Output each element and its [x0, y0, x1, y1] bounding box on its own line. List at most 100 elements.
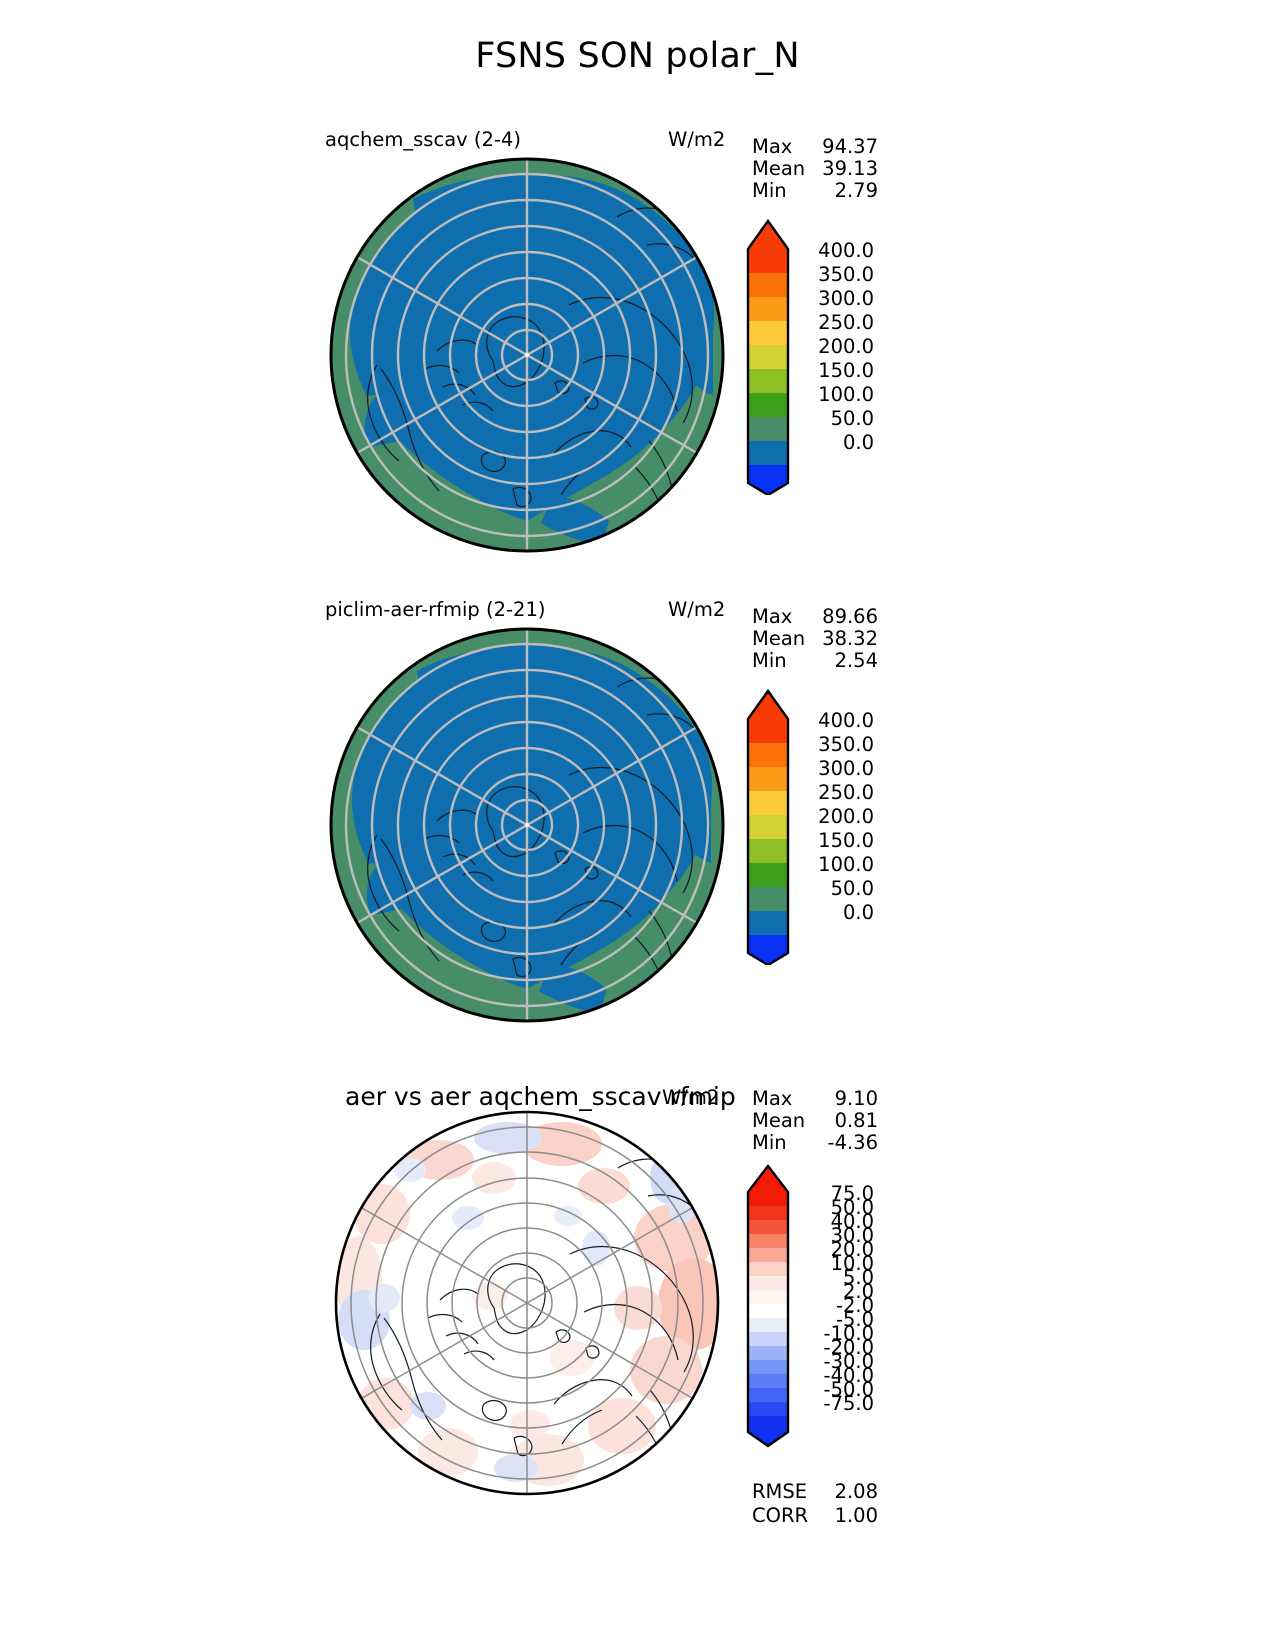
panel-2-units: W/m2	[668, 598, 726, 621]
cbar2-band-top-arrow	[748, 691, 788, 719]
cbar3-band-2	[748, 1388, 788, 1402]
stat-label-min: Min	[752, 179, 787, 202]
cbar3-band-14	[748, 1220, 788, 1234]
stat-row-mean: Mean 38.32	[752, 628, 878, 650]
stat-label-max: Max	[752, 605, 793, 628]
colorbar-1-bands	[748, 221, 788, 495]
cbar1-band-10	[748, 249, 788, 273]
cbar2-band-1	[748, 935, 788, 953]
cbar2-band-9	[748, 743, 788, 767]
cbar1-tick-0: 0.0	[842, 431, 874, 454]
map3-frame	[334, 1110, 720, 1496]
stat-row-min: Min 2.54	[752, 650, 878, 672]
cbar3-band-4	[748, 1360, 788, 1374]
cbar2-tick-250: 250.0	[818, 781, 874, 804]
cbar3-band-5	[748, 1346, 788, 1360]
cbar3-band-15	[748, 1206, 788, 1220]
cbar3-band-3	[748, 1374, 788, 1388]
panel-difference: aer vs aer aqchem_sscav rfmip W/m2 Max 9…	[0, 940, 1275, 1560]
map2-coastlines	[367, 677, 696, 984]
cbar3-tick-neg50: -50.0	[823, 1378, 874, 1401]
cbar3-tick-neg10: -10.0	[823, 1322, 874, 1345]
cbar2-band-8	[748, 767, 788, 791]
map1-frame	[329, 157, 725, 553]
stat-row-max: Max 89.66	[752, 606, 878, 628]
map3-field	[336, 1112, 718, 1494]
cbar1-band-4	[748, 393, 788, 417]
panel-3-units: W/m2	[662, 1086, 720, 1109]
cbar2-band-5	[748, 839, 788, 863]
cbar2-band-2	[748, 911, 788, 935]
cbar1-band-bottom-arrow	[748, 483, 788, 495]
stat-row-max: Max 94.37	[752, 136, 878, 158]
stat-value-max: 9.10	[834, 1087, 878, 1110]
stat-value-mean: 38.32	[822, 627, 878, 650]
cbar3-band-8	[748, 1304, 788, 1318]
cbar3-tick-2: 2.0	[842, 1280, 874, 1303]
cbar3-tick-75: 75.0	[830, 1182, 874, 1205]
stat-label-max: Max	[752, 1087, 793, 1110]
cbar3-band-top-arrow	[748, 1166, 788, 1192]
panel-test-case: aqchem_sscav (2-4) W/m2 Max 94.37 Mean 3…	[0, 0, 1275, 560]
stat-row-min: Min -4.36	[752, 1132, 878, 1154]
cbar3-tick-10: 10.0	[830, 1252, 874, 1275]
stat-value-max: 94.37	[822, 135, 878, 158]
cbar1-band-top-arrow	[748, 221, 788, 249]
colorbar-3-ticklabels: 75.0 50.0 40.0 30.0 20.0 10.0 5.0 2.0 -2…	[798, 1162, 874, 1448]
cbar2-tick-400: 400.0	[818, 709, 874, 732]
stat-value-max: 89.66	[822, 605, 878, 628]
stat-row-max: Max 9.10	[752, 1088, 878, 1110]
cbar2-band-3	[748, 887, 788, 911]
panel-3-footer-stats: RMSE 2.08 CORR 1.00	[752, 1480, 878, 1528]
stat-value-corr: 1.00	[834, 1504, 878, 1527]
cbar3-band-13	[748, 1234, 788, 1248]
colorbar-svg-2	[746, 688, 790, 965]
map1-field	[344, 159, 715, 551]
stat-label-mean: Mean	[752, 157, 806, 180]
stat-label-rmse: RMSE	[752, 1480, 808, 1503]
cbar1-tick-100: 100.0	[818, 383, 874, 406]
polar-map-svg-3	[334, 1110, 720, 1496]
cbar2-band-6	[748, 815, 788, 839]
stat-label-min: Min	[752, 649, 787, 672]
colorbar-3-bands	[748, 1166, 788, 1446]
cbar1-tick-350: 350.0	[818, 263, 874, 286]
cbar3-band-0	[748, 1416, 788, 1432]
cbar1-tick-250: 250.0	[818, 311, 874, 334]
stat-label-mean: Mean	[752, 627, 806, 650]
page-title: FSNS SON polar_N	[475, 36, 800, 76]
stat-row-corr: CORR 1.00	[752, 1504, 878, 1528]
cbar3-band-12	[748, 1248, 788, 1262]
cbar3-band-9	[748, 1290, 788, 1304]
cbar3-tick-50: 50.0	[830, 1196, 874, 1219]
cbar1-band-8	[748, 297, 788, 321]
colorbar-svg-3	[746, 1164, 790, 1448]
colorbar-2-bands	[748, 691, 788, 965]
cbar3-tick-40: 40.0	[830, 1210, 874, 1233]
map2-green-intrusion-s	[605, 953, 651, 993]
cbar3-band-10	[748, 1276, 788, 1290]
cbar2-outline	[746, 688, 790, 965]
stat-label-max: Max	[752, 135, 793, 158]
cbar1-band-6	[748, 345, 788, 369]
cbar2-tick-300: 300.0	[818, 757, 874, 780]
cbar3-tick-30: 30.0	[830, 1224, 874, 1247]
cbar3-band-1	[748, 1402, 788, 1416]
cbar3-outline	[746, 1164, 790, 1448]
cbar2-tick-50: 50.0	[830, 877, 874, 900]
cbar1-band-3	[748, 417, 788, 441]
cbar1-band-2	[748, 441, 788, 465]
cbar3-band-7	[748, 1318, 788, 1332]
stat-label-min: Min	[752, 1131, 787, 1154]
cbar3-band-bottom-arrow	[748, 1432, 788, 1446]
cbar3-tick-neg30: -30.0	[823, 1350, 874, 1373]
cbar1-band-1	[748, 465, 788, 483]
stat-row-mean: Mean 39.13	[752, 158, 878, 180]
cbar3-band-16	[748, 1192, 788, 1206]
panel-2-title: piclim-aer-rfmip (2-21)	[325, 598, 546, 621]
cbar1-tick-400: 400.0	[818, 239, 874, 262]
cbar3-tick-5: 5.0	[842, 1266, 874, 1289]
map2-blue-core	[351, 645, 713, 989]
stat-value-rmse: 2.08	[834, 1480, 878, 1503]
